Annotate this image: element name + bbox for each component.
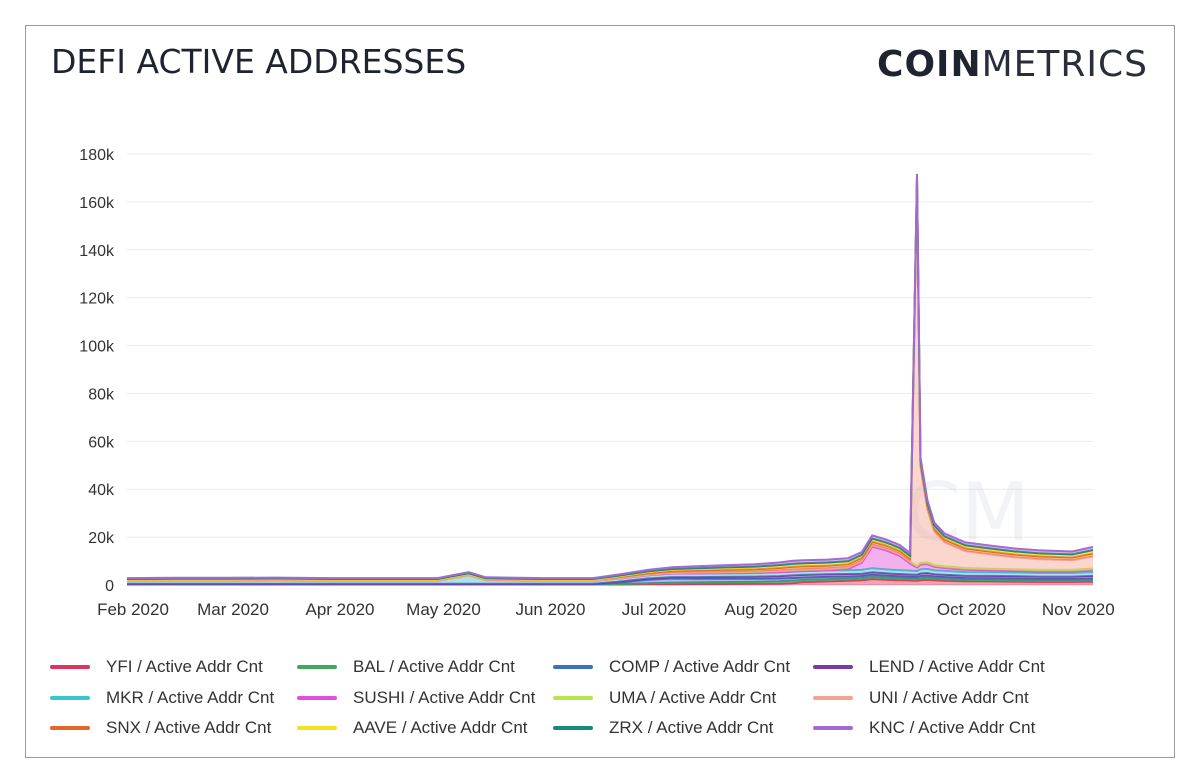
legend-item[interactable]: SUSHI / Active Addr Cnt xyxy=(297,687,535,709)
legend-label: COMP / Active Addr Cnt xyxy=(609,657,791,676)
legend-item[interactable]: SNX / Active Addr Cnt xyxy=(50,717,271,739)
x-tick-label: Mar 2020 xyxy=(197,600,269,619)
y-tick-label: 100k xyxy=(79,339,115,356)
x-tick-label: Apr 2020 xyxy=(306,600,375,619)
legend-label: BAL / Active Addr Cnt xyxy=(353,657,515,676)
y-tick-label: 0 xyxy=(105,578,114,595)
x-tick-label: Jul 2020 xyxy=(622,600,686,619)
y-tick-label: 20k xyxy=(88,530,115,547)
x-tick-label: Sep 2020 xyxy=(831,600,904,619)
legend-swatch xyxy=(297,726,337,730)
legend-label: UNI / Active Addr Cnt xyxy=(869,688,1029,707)
area-lend xyxy=(127,572,1093,585)
legend-item[interactable]: KNC / Active Addr Cnt xyxy=(813,717,1035,739)
legend-label: YFI / Active Addr Cnt xyxy=(106,657,263,676)
x-axis: Feb 2020 Mar 2020 Apr 2020 May 2020 Jun 2020… xyxy=(97,600,1115,619)
legend-swatch xyxy=(297,696,337,700)
x-tick-label: Aug 2020 xyxy=(725,600,798,619)
legend-item[interactable]: ZRX / Active Addr Cnt xyxy=(553,717,773,739)
legend-label: SNX / Active Addr Cnt xyxy=(106,718,272,737)
line-knc xyxy=(126,173,1094,580)
legend-swatch xyxy=(50,696,90,700)
line-lend xyxy=(127,571,1094,585)
legend-item[interactable]: AAVE / Active Addr Cnt xyxy=(297,717,528,739)
x-tick-label: Oct 2020 xyxy=(937,600,1006,619)
chart-title: DEFI ACTIVE ADDRESSES xyxy=(51,42,467,81)
y-tick-label: 80k xyxy=(88,386,115,403)
x-tick-label: Feb 2020 xyxy=(97,600,169,619)
legend-label: MKR / Active Addr Cnt xyxy=(106,688,275,707)
x-tick-label: May 2020 xyxy=(406,600,481,619)
legend-item[interactable]: UNI / Active Addr Cnt xyxy=(813,687,1029,709)
x-tick-label: Nov 2020 xyxy=(1042,600,1115,619)
legend-swatch xyxy=(297,665,337,669)
legend-label: UMA / Active Addr Cnt xyxy=(609,688,777,707)
area-yfi xyxy=(127,579,1093,585)
legend-swatch xyxy=(813,696,853,700)
legend-label: ZRX / Active Addr Cnt xyxy=(609,718,774,737)
y-tick-label: 180k xyxy=(79,147,115,164)
y-tick-label: 40k xyxy=(88,482,115,499)
legend-item[interactable]: MKR / Active Addr Cnt xyxy=(50,687,274,709)
legend-swatch xyxy=(50,726,90,730)
legend-swatch xyxy=(813,726,853,730)
logo-bold-text: COIN xyxy=(877,44,982,85)
legend-item[interactable]: COMP / Active Addr Cnt xyxy=(553,656,790,678)
chart-frame xyxy=(25,25,1175,758)
x-tick-label: Jun 2020 xyxy=(515,600,585,619)
y-tick-label: 140k xyxy=(79,243,115,260)
y-tick-label: 120k xyxy=(79,291,115,308)
y-axis: 0 20k 40k 60k 80k 100k 120k 140k 160k 180k xyxy=(79,147,115,595)
logo-thin-text: METRICS xyxy=(981,44,1148,85)
legend-swatch xyxy=(553,665,593,669)
legend-label: KNC / Active Addr Cnt xyxy=(869,718,1036,737)
legend-label: SUSHI / Active Addr Cnt xyxy=(353,688,536,707)
legend-swatch xyxy=(553,726,593,730)
y-tick-label: 160k xyxy=(79,195,115,212)
legend-label: LEND / Active Addr Cnt xyxy=(869,657,1045,676)
legend-swatch xyxy=(553,696,593,700)
series-areas xyxy=(126,173,1094,586)
line-uni xyxy=(126,182,1094,582)
y-tick-label: 60k xyxy=(88,434,115,451)
legend-item[interactable]: UMA / Active Addr Cnt xyxy=(553,687,776,709)
legend-swatch xyxy=(813,665,853,669)
area-sushi xyxy=(127,546,1093,581)
area-mkr xyxy=(127,568,1093,584)
coinmetrics-logo: COINMETRICS xyxy=(877,44,1148,85)
legend-item[interactable]: LEND / Active Addr Cnt xyxy=(813,656,1045,678)
legend-swatch xyxy=(50,665,90,669)
legend-item[interactable]: BAL / Active Addr Cnt xyxy=(297,656,515,678)
legend-item[interactable]: YFI / Active Addr Cnt xyxy=(50,656,263,678)
legend-label: AAVE / Active Addr Cnt xyxy=(353,718,528,737)
